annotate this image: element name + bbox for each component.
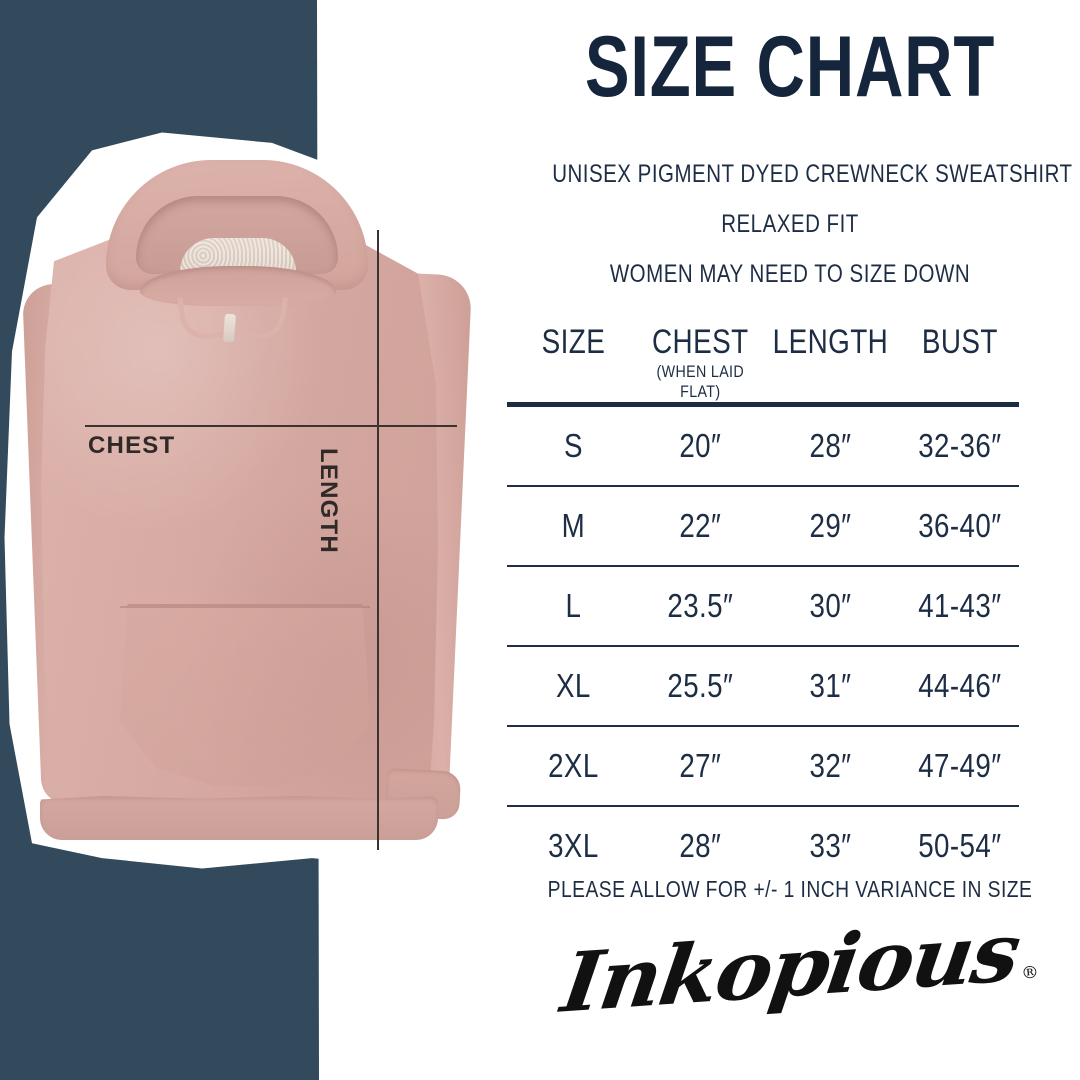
- cell-chest: 27″: [649, 725, 751, 806]
- column-note-laid-flat: (WHEN LAID FLAT): [656, 362, 744, 401]
- cell-length: 30″: [771, 565, 891, 646]
- neckline: [140, 266, 336, 306]
- cell-size: 2XL: [517, 725, 630, 806]
- size-table: SIZE CHEST LENGTH BUST (WHEN LAID FLAT): [507, 318, 1019, 885]
- table-row: XL 25.5″ 31″ 44-46″: [507, 645, 1019, 726]
- pocket-top-seam: [120, 606, 370, 608]
- column-header-bust: BUST: [922, 323, 999, 361]
- cell-length: 29″: [771, 485, 891, 566]
- length-measure-line: [377, 230, 379, 850]
- cell-length: 28″: [809, 427, 852, 464]
- column-header-chest: CHEST: [651, 323, 749, 361]
- cell-size: S: [563, 427, 583, 464]
- bottom-hem: [40, 796, 438, 840]
- cell-chest: 22″: [649, 485, 751, 566]
- variance-note: PLEASE ALLOW FOR +/- 1 INCH VARIANCE IN …: [547, 876, 1033, 902]
- table-row: L 23.5″ 30″ 41-43″: [507, 565, 1019, 646]
- hoodie-illustration: [10, 134, 494, 864]
- chest-measure-label: CHEST: [88, 432, 176, 459]
- brand-wordmark: Inkopious ®: [555, 904, 1038, 1032]
- size-table-head: SIZE CHEST LENGTH BUST (WHEN LAID FLAT): [507, 318, 1019, 407]
- cell-length: 32″: [771, 725, 891, 806]
- cell-chest: 28″: [649, 805, 751, 885]
- table-row: M 22″ 29″ 36-40″: [507, 485, 1019, 566]
- cell-length: 31″: [771, 645, 891, 726]
- brand-name-text: Inkopious: [555, 904, 1025, 1032]
- cell-bust: 41-43″: [910, 565, 1010, 646]
- cell-chest: 23.5″: [649, 565, 751, 646]
- cell-bust: 47-49″: [910, 725, 1010, 806]
- cell-chest: 20″: [679, 427, 722, 464]
- registered-trademark-icon: ®: [1020, 962, 1038, 984]
- cell-size: 3XL: [517, 805, 630, 885]
- garment-photo: [0, 120, 520, 880]
- subtitle-product: UNISEX PIGMENT DYED CREWNECK SWEATSHIRT: [552, 160, 1073, 188]
- drawstring-aglet: [223, 313, 236, 343]
- spacer-cell: [518, 362, 630, 402]
- brand-logo: Inkopious ®: [500, 904, 1080, 1031]
- table-row: S 20″ 28″ 32-36″: [507, 407, 1019, 486]
- column-header-length: LENGTH: [773, 323, 889, 361]
- cell-bust: 36-40″: [910, 485, 1010, 566]
- subtitle-fit: RELAXED FIT: [721, 210, 859, 238]
- column-header-size: SIZE: [541, 323, 606, 361]
- size-table-body: S 20″ 28″ 32-36″ M 22″ 29″ 36-40″ L 23.5…: [507, 407, 1019, 885]
- subtitle-sizing-advice: WOMEN MAY NEED TO SIZE DOWN: [609, 260, 971, 288]
- table-row: 2XL 27″ 32″ 47-49″: [507, 725, 1019, 806]
- table-row: 3XL 28″ 33″ 50-54″: [507, 805, 1019, 885]
- cell-bust: 32-36″: [918, 427, 1002, 464]
- cell-chest: 25.5″: [649, 645, 751, 726]
- chart-panel: SIZE CHART UNISEX PIGMENT DYED CREWNECK …: [500, 0, 1080, 1080]
- cell-size: M: [517, 485, 630, 566]
- header-divider-row: [507, 402, 1019, 407]
- length-measure-label: LENGTH: [315, 448, 342, 554]
- spacer-cell: [772, 362, 890, 402]
- cell-length: 33″: [771, 805, 891, 885]
- column-note-row: (WHEN LAID FLAT): [507, 362, 1019, 402]
- cell-size: XL: [517, 645, 630, 726]
- cell-size: L: [517, 565, 630, 646]
- spacer-cell: [911, 362, 1010, 402]
- table-header-row: SIZE CHEST LENGTH BUST: [507, 318, 1019, 362]
- chest-measure-line: [85, 425, 457, 427]
- cell-bust: 44-46″: [910, 645, 1010, 726]
- page-title: SIZE CHART: [584, 19, 996, 115]
- header-divider: [507, 402, 1019, 407]
- cell-bust: 50-54″: [910, 805, 1010, 885]
- kangaroo-pocket: [120, 604, 370, 787]
